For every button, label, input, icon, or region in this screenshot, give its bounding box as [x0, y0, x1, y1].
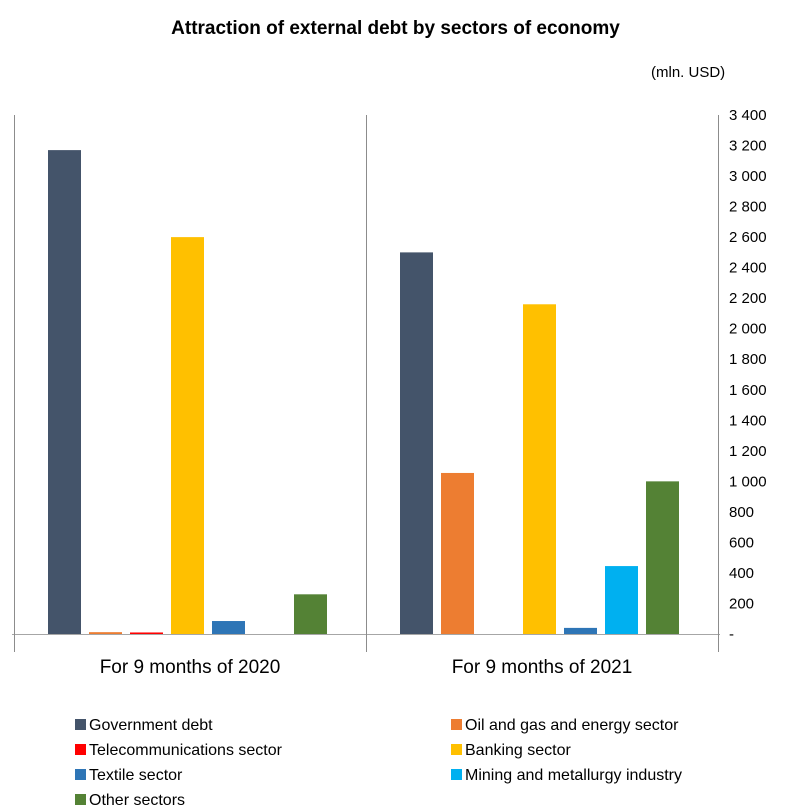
category-label-2021: For 9 months of 2021	[451, 657, 633, 678]
legend-swatch	[75, 719, 86, 730]
legend-swatch	[451, 769, 462, 780]
y-tick-label: 2 600	[729, 229, 767, 246]
legend-label: Mining and metallurgy industry	[465, 767, 682, 784]
y-tick-label: 1 000	[729, 473, 767, 490]
legend-item-mining-metallurgy: Mining and metallurgy industry	[451, 766, 682, 785]
legend-swatch	[451, 744, 462, 755]
legend-label: Textile sector	[89, 767, 183, 784]
y-tick-label: 3 400	[729, 107, 767, 124]
y-tick-label: 1 600	[729, 382, 767, 399]
bar	[605, 566, 638, 634]
legend-label: Other sectors	[89, 792, 186, 809]
y-tick-label: -	[729, 626, 734, 643]
bar	[564, 627, 597, 634]
legend-swatch	[75, 744, 86, 755]
y-tick-label: 3 000	[729, 168, 767, 185]
y-tick-label: 200	[729, 595, 754, 612]
category-label-2020: For 9 months of 2020	[99, 657, 281, 678]
legend-label: Banking sector	[465, 742, 571, 759]
legend-item-government-debt: Government debt	[75, 716, 213, 735]
legend-swatch	[75, 769, 86, 780]
y-tick-label: 1 800	[729, 351, 767, 368]
y-tick-label: 400	[729, 565, 754, 582]
legend-label: Oil and gas and energy sector	[465, 717, 679, 734]
y-tick-label: 1 400	[729, 412, 767, 429]
y-tick-label: 2 800	[729, 199, 767, 216]
bar	[523, 304, 556, 634]
chart-title: Attraction of external debt by sectors o…	[171, 18, 620, 39]
y-tick-label: 2 400	[729, 260, 767, 277]
bar	[294, 594, 327, 634]
bar	[171, 237, 204, 634]
y-tick-label: 2 000	[729, 321, 767, 338]
y-tick-label: 3 200	[729, 138, 767, 155]
y-tick-label: 1 200	[729, 443, 767, 460]
bar	[89, 632, 122, 634]
legend-swatch	[451, 719, 462, 730]
y-tick-label: 2 200	[729, 290, 767, 307]
bar	[48, 150, 81, 634]
bar	[400, 252, 433, 634]
legend-item-banking: Banking sector	[451, 741, 571, 760]
legend-swatch	[75, 794, 86, 805]
legend-item-telecommunications: Telecommunications sector	[75, 741, 282, 760]
legend-label: Telecommunications sector	[89, 742, 282, 759]
bar	[441, 472, 474, 634]
y-tick-label: 800	[729, 504, 754, 521]
legend-item-other-sectors: Other sectors	[75, 791, 185, 810]
bar	[646, 481, 679, 634]
legend-item-textile: Textile sector	[75, 766, 182, 785]
bar	[130, 632, 163, 634]
y-tick-label: 600	[729, 534, 754, 551]
bar	[212, 621, 245, 634]
legend-label: Government debt	[89, 717, 213, 734]
legend-item-oil-gas-energy: Oil and gas and energy sector	[451, 716, 678, 735]
unit-label: (mln. USD)	[651, 64, 726, 81]
